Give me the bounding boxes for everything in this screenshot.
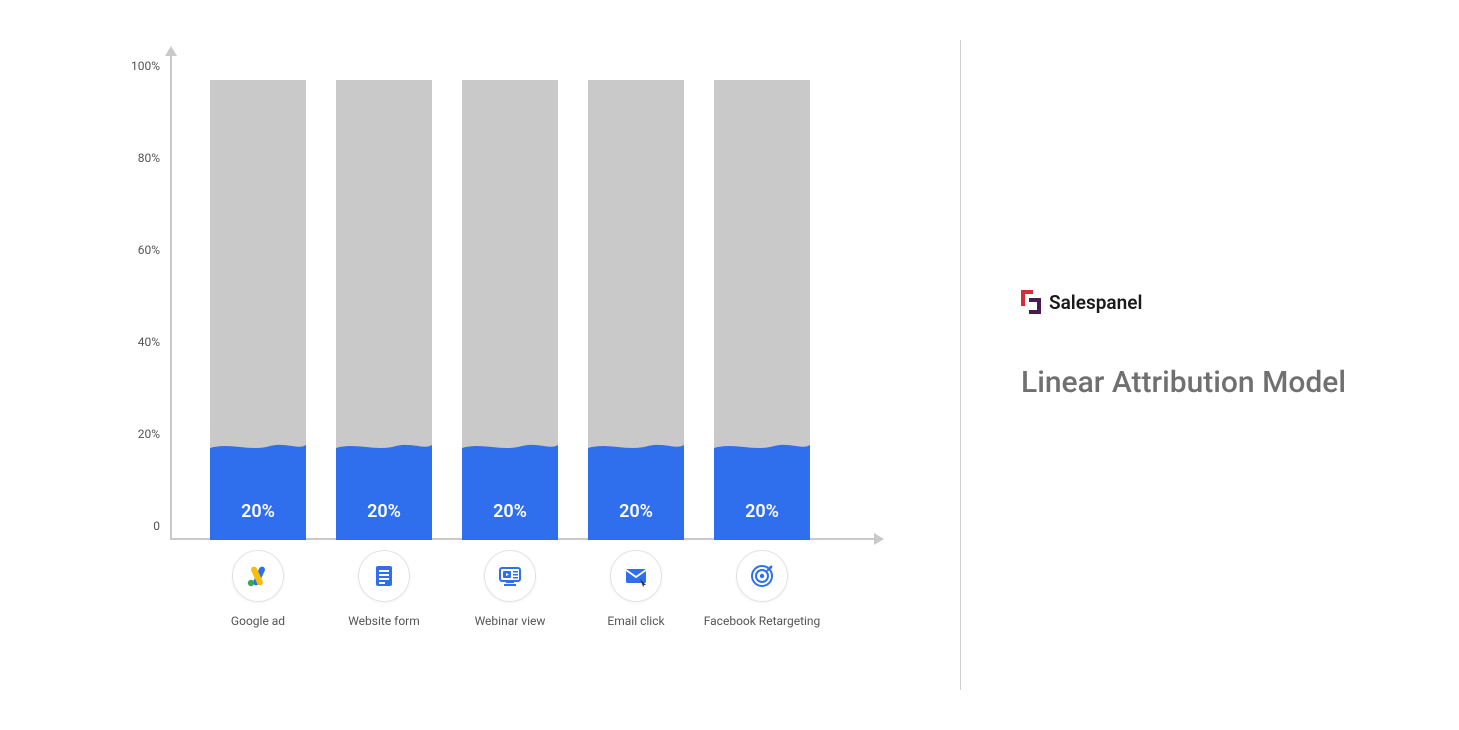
bar-value-label: 20% xyxy=(210,501,306,522)
y-tick-label: 60% xyxy=(120,243,160,257)
x-labels-row: Google ad Website form Webinar view Em xyxy=(170,550,870,628)
bar-track: 20% xyxy=(336,80,432,540)
bar-fill xyxy=(462,438,558,540)
bar-track: 20% xyxy=(462,80,558,540)
bar: 20% xyxy=(336,80,432,540)
bars-container: 20% 20% 20% 20% 20% xyxy=(170,80,870,540)
y-tick-label: 100% xyxy=(120,59,160,73)
x-category-label: Website form xyxy=(348,614,420,628)
form-icon xyxy=(358,550,410,602)
plot-area: 020%40%60%80%100% 20% 20% 20% 20% 20% xyxy=(170,80,870,540)
bar: 20% xyxy=(462,80,558,540)
info-panel: Salespanel Linear Attribution Model xyxy=(961,0,1459,730)
bar: 20% xyxy=(210,80,306,540)
brand-name: Salespanel xyxy=(1049,291,1142,314)
chart-panel: 020%40%60%80%100% 20% 20% 20% 20% 20% Go… xyxy=(0,0,960,730)
bar-value-label: 20% xyxy=(462,501,558,522)
brand-lockup: Salespanel xyxy=(1021,290,1419,314)
x-category-label: Facebook Retargeting xyxy=(704,614,821,628)
bar-value-label: 20% xyxy=(588,501,684,522)
salespanel-logo-icon xyxy=(1021,290,1041,314)
bar: 20% xyxy=(714,80,810,540)
x-category: Webinar view xyxy=(462,550,558,628)
y-tick-label: 0 xyxy=(120,519,160,533)
facebook-target-icon xyxy=(736,550,788,602)
x-category: Google ad xyxy=(210,550,306,628)
x-category: Facebook Retargeting xyxy=(714,550,810,628)
bar-fill xyxy=(336,438,432,540)
attribution-chart: 020%40%60%80%100% 20% 20% 20% 20% 20% Go… xyxy=(120,50,900,550)
bar-track: 20% xyxy=(714,80,810,540)
bar-track: 20% xyxy=(588,80,684,540)
y-tick-label: 40% xyxy=(120,335,160,349)
y-tick-label: 80% xyxy=(120,151,160,165)
chart-title: Linear Attribution Model xyxy=(1021,362,1419,404)
email-icon xyxy=(610,550,662,602)
x-category-label: Email click xyxy=(607,614,664,628)
y-axis-arrow-icon xyxy=(165,46,177,56)
bar-fill xyxy=(210,438,306,540)
x-category: Website form xyxy=(336,550,432,628)
webinar-icon xyxy=(484,550,536,602)
x-category-label: Webinar view xyxy=(475,614,546,628)
bar-value-label: 20% xyxy=(336,501,432,522)
bar-fill xyxy=(714,438,810,540)
x-category-label: Google ad xyxy=(231,614,285,628)
bar-fill xyxy=(588,438,684,540)
bar-value-label: 20% xyxy=(714,501,810,522)
google-ads-icon xyxy=(232,550,284,602)
x-category: Email click xyxy=(588,550,684,628)
bar: 20% xyxy=(588,80,684,540)
y-tick-label: 20% xyxy=(120,427,160,441)
x-axis-arrow-icon xyxy=(874,533,884,545)
bar-track: 20% xyxy=(210,80,306,540)
